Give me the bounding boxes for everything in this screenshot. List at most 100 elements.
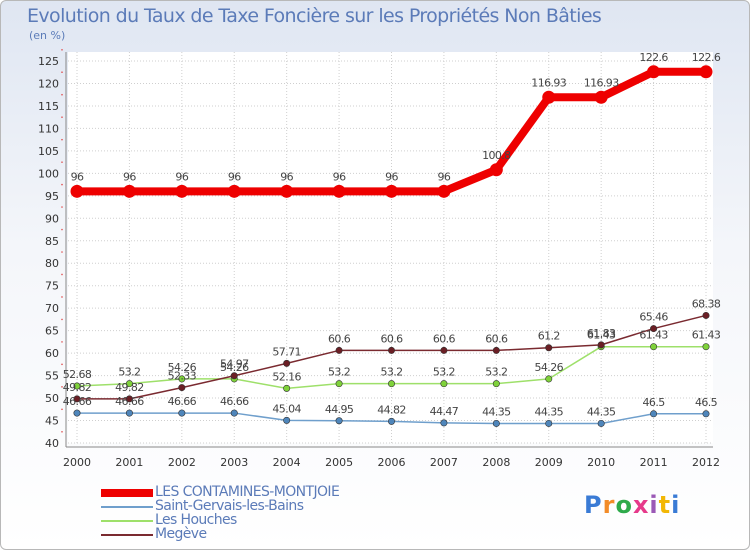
- legend-label-les-houches: Les Houches: [155, 512, 237, 528]
- y-tick-label: 110: [38, 122, 59, 135]
- data-point-saint-gervais-les-bains[interactable]: [230, 409, 238, 417]
- data-point-saint-gervais-les-bains[interactable]: [125, 409, 133, 417]
- data-label-saint-gervais-les-bains: 44.35: [482, 405, 511, 418]
- data-point-les-contamines-montjoie[interactable]: [122, 184, 136, 198]
- data-label-saint-gervais-les-bains: 46.66: [168, 395, 197, 408]
- data-point-megeve[interactable]: [545, 344, 553, 352]
- data-label-les-houches: 52.68: [63, 368, 92, 381]
- data-point-les-houches[interactable]: [545, 375, 553, 383]
- x-tick-label: 2007: [430, 456, 458, 469]
- y-tick-label: 80: [45, 257, 59, 270]
- data-point-les-houches[interactable]: [492, 380, 500, 388]
- data-point-les-houches[interactable]: [702, 343, 710, 351]
- data-point-megeve[interactable]: [650, 325, 658, 333]
- data-label-saint-gervais-les-bains: 44.47: [430, 405, 459, 418]
- data-point-les-houches[interactable]: [335, 380, 343, 388]
- data-point-megeve[interactable]: [702, 311, 710, 319]
- data-point-les-contamines-montjoie[interactable]: [227, 184, 241, 198]
- data-point-les-houches[interactable]: [440, 380, 448, 388]
- data-label-les-contamines-montjoie: 96: [385, 170, 398, 183]
- y-minor-tick: [61, 116, 63, 118]
- data-point-saint-gervais-les-bains[interactable]: [650, 410, 658, 418]
- data-point-les-contamines-montjoie[interactable]: [385, 184, 398, 198]
- data-label-les-houches: 61.43: [639, 329, 668, 342]
- data-label-les-houches: 54.26: [168, 361, 197, 374]
- x-tick-label: 2012: [692, 456, 720, 469]
- data-point-saint-gervais-les-bains[interactable]: [545, 419, 553, 427]
- data-point-megeve[interactable]: [335, 346, 343, 354]
- y-minor-tick: [61, 71, 63, 74]
- data-point-saint-gervais-les-bains[interactable]: [492, 419, 500, 427]
- data-label-saint-gervais-les-bains: 46.66: [115, 395, 144, 408]
- y-minor-tick: [61, 318, 63, 321]
- data-label-les-houches: 52.16: [272, 370, 301, 383]
- x-tick-label: 2009: [535, 456, 563, 469]
- y-minor-tick: [61, 251, 63, 253]
- legend-swatch-les-houches: [101, 520, 153, 522]
- data-point-saint-gervais-les-bains[interactable]: [335, 417, 343, 425]
- data-point-les-houches[interactable]: [650, 343, 658, 351]
- data-point-les-contamines-montjoie[interactable]: [70, 184, 84, 198]
- data-point-les-contamines-montjoie[interactable]: [699, 65, 713, 79]
- logo-letter: i: [649, 491, 659, 519]
- data-label-les-contamines-montjoie: 96: [438, 170, 451, 183]
- data-point-les-contamines-montjoie[interactable]: [594, 90, 608, 104]
- data-point-megeve[interactable]: [597, 341, 605, 349]
- data-point-megeve[interactable]: [178, 384, 186, 392]
- data-point-saint-gervais-les-bains[interactable]: [73, 409, 81, 417]
- data-label-les-contamines-montjoie: 96: [123, 170, 136, 183]
- data-point-les-houches[interactable]: [125, 380, 133, 388]
- data-label-megeve: 68.38: [692, 297, 721, 310]
- data-point-megeve[interactable]: [125, 395, 133, 403]
- data-point-saint-gervais-les-bains[interactable]: [702, 410, 710, 418]
- data-point-megeve[interactable]: [73, 395, 81, 403]
- data-point-les-contamines-montjoie[interactable]: [437, 184, 451, 198]
- data-point-megeve[interactable]: [387, 346, 395, 354]
- data-label-saint-gervais-les-bains: 44.35: [587, 405, 616, 418]
- data-label-les-contamines-montjoie: 122.6: [639, 51, 668, 64]
- data-point-les-houches[interactable]: [178, 375, 186, 383]
- legend-swatch-megeve: [101, 534, 153, 536]
- data-label-megeve: 60.6: [433, 332, 456, 345]
- data-point-les-contamines-montjoie[interactable]: [647, 65, 661, 79]
- y-minor-tick: [61, 48, 63, 51]
- data-point-saint-gervais-les-bains[interactable]: [387, 417, 395, 425]
- x-tick-label: 2010: [587, 456, 615, 469]
- data-point-saint-gervais-les-bains[interactable]: [597, 419, 605, 427]
- logo-letter: o: [615, 491, 633, 519]
- data-point-saint-gervais-les-bains[interactable]: [178, 409, 186, 417]
- data-point-les-contamines-montjoie[interactable]: [332, 184, 346, 198]
- y-minor-tick: [61, 228, 63, 231]
- data-point-les-houches[interactable]: [387, 380, 395, 388]
- data-point-megeve[interactable]: [440, 346, 448, 354]
- data-label-les-contamines-montjoie: 96: [71, 170, 84, 183]
- data-point-saint-gervais-les-bains[interactable]: [283, 416, 291, 424]
- x-tick-label: 2011: [640, 456, 668, 469]
- data-point-les-contamines-montjoie[interactable]: [175, 184, 189, 198]
- data-point-megeve[interactable]: [230, 372, 238, 380]
- data-label-megeve: 60.6: [485, 332, 508, 345]
- data-point-saint-gervais-les-bains[interactable]: [440, 419, 448, 427]
- data-point-les-contamines-montjoie[interactable]: [280, 184, 294, 198]
- data-point-megeve[interactable]: [283, 359, 291, 367]
- y-minor-tick: [61, 386, 63, 388]
- data-label-saint-gervais-les-bains: 44.95: [325, 403, 354, 416]
- data-label-les-contamines-montjoie: 116.93: [584, 76, 619, 89]
- y-tick-label: 40: [45, 437, 59, 450]
- y-tick-label: 90: [45, 212, 59, 225]
- data-point-les-houches[interactable]: [73, 382, 81, 390]
- x-tick-label: 2005: [325, 456, 353, 469]
- legend-swatch-les-contamines: [101, 489, 153, 497]
- x-tick-label: 2001: [115, 456, 143, 469]
- y-tick-label: 120: [38, 77, 59, 90]
- y-tick-label: 50: [45, 392, 59, 405]
- data-point-les-contamines-montjoie[interactable]: [542, 90, 556, 104]
- y-minor-tick: [61, 206, 63, 208]
- data-point-megeve[interactable]: [492, 346, 500, 354]
- y-tick-label: 85: [45, 235, 59, 248]
- data-point-les-contamines-montjoie[interactable]: [489, 163, 503, 177]
- data-point-les-houches[interactable]: [283, 384, 291, 392]
- y-minor-tick: [61, 341, 63, 343]
